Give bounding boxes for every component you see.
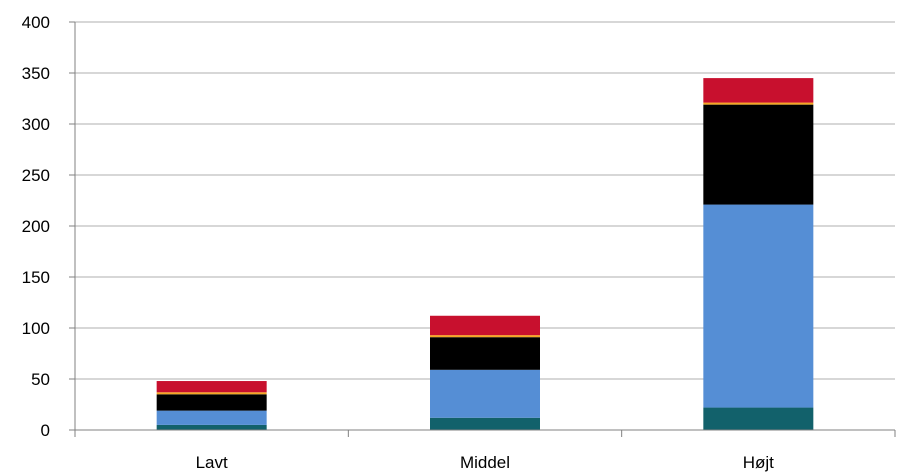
bar-segment — [703, 78, 814, 103]
bar-segment — [156, 394, 267, 411]
y-tick-label: 200 — [22, 217, 50, 236]
bars — [156, 78, 814, 430]
bar-segment — [156, 410, 267, 425]
y-tick-label: 0 — [41, 421, 50, 440]
bar-segment — [430, 335, 540, 338]
bar-segment — [430, 417, 540, 430]
bar-segment — [703, 407, 814, 430]
gridlines — [75, 21, 895, 380]
bar-segment — [430, 315, 540, 336]
x-tick-label: Lavt — [196, 453, 228, 472]
y-tick-label: 400 — [22, 13, 50, 32]
y-tick-label: 50 — [31, 370, 50, 389]
x-tick-labels: Lavt Middel Højt — [196, 453, 775, 472]
y-tick-label: 100 — [22, 319, 50, 338]
bar-segment — [430, 337, 540, 370]
bar-segment — [703, 104, 814, 205]
y-tick-label: 300 — [22, 115, 50, 134]
axes — [69, 21, 896, 437]
y-tick-label: 250 — [22, 166, 50, 185]
bar-segment — [703, 102, 814, 105]
x-tick-label: Middel — [460, 453, 510, 472]
bar-segment — [156, 381, 267, 393]
x-tick-label: Højt — [743, 453, 774, 472]
y-tick-label: 350 — [22, 64, 50, 83]
bar-segment — [156, 424, 267, 430]
bar-segment — [703, 204, 814, 408]
y-tick-labels: 0 50 100 150 200 250 300 350 400 — [22, 13, 50, 440]
y-tick-label: 150 — [22, 268, 50, 287]
bar-segment — [156, 392, 267, 395]
bar-segment — [430, 369, 540, 418]
